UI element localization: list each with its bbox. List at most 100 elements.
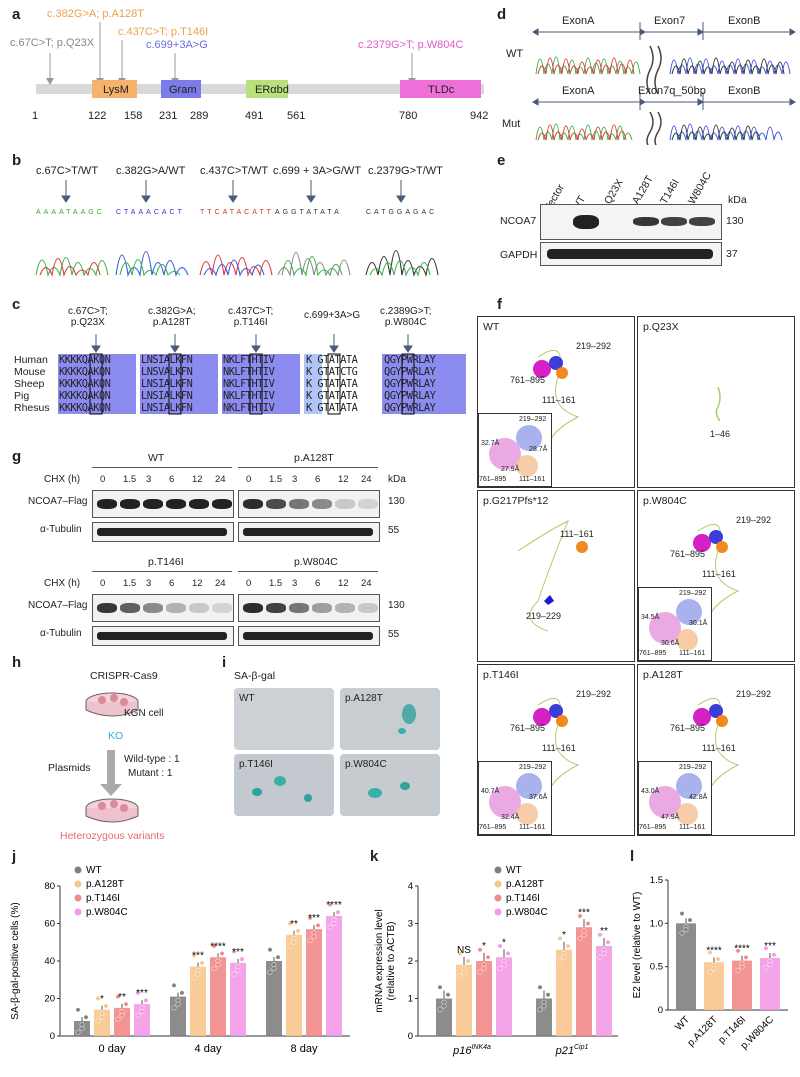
g-time-label: 0: [100, 578, 106, 589]
svg-text:CATGGAGAC: CATGGAGAC: [366, 209, 437, 216]
j-point: [211, 966, 217, 971]
structure-cell-4: p.T146I 219–292 761–895 111–161 219–292 40.7Å…: [477, 664, 635, 836]
k-point: [577, 936, 583, 941]
k-y-tick-label: 0: [408, 1031, 413, 1042]
l-sig: ****: [734, 944, 750, 955]
inset-label: 47.9Å: [661, 814, 680, 821]
domain-map-graphic: [36, 22, 484, 98]
inset-label: 111–161: [679, 824, 706, 831]
j-sig: *: [100, 994, 104, 1005]
structure-region-label: 111–161: [702, 743, 736, 753]
j-legend-swatch: [74, 866, 82, 874]
g-time-label: 3: [292, 474, 298, 485]
l-point: [739, 964, 745, 970]
structure-region-label: 219–292: [736, 689, 772, 699]
panel-h-schematic: CRISPR-Cas9 KGN cell KO Plasmids Wild-ty…: [0, 658, 220, 848]
k-legend-label: p.T146I: [506, 893, 540, 904]
k-bar: [456, 964, 472, 1036]
domain-blob-pink: [533, 360, 551, 378]
blot-band: [289, 499, 309, 509]
j-point: [191, 952, 197, 958]
j-point: [79, 1026, 85, 1031]
g-group-underline: [238, 467, 378, 468]
j-point: [171, 1005, 177, 1011]
blot-band: [358, 603, 378, 613]
j-category-label: 0 day: [99, 1043, 126, 1055]
structure-cell-2: p.G217Pfs*12 111–161 219–229: [477, 490, 635, 662]
structure-title: p.T146I: [483, 669, 519, 681]
structure-region-label: 761–895: [670, 723, 706, 733]
domain-blob-orange: [556, 367, 568, 379]
k-category-label: p16INK4a: [452, 1044, 491, 1057]
j-point: [271, 966, 277, 971]
mutation-label-w804c: c.2379G>T; p.W804C: [358, 39, 464, 51]
pos-1: 1: [32, 110, 39, 122]
alignment-col-3: NKLFTHTIV NKLFTHTIV NKLFTHTIV NKLFTHTIV NKLF…: [223, 354, 275, 414]
blot-band: [97, 499, 117, 509]
inset-label: 761–895: [479, 476, 507, 483]
l-point: [707, 950, 713, 956]
g-time-label: 0: [100, 474, 106, 485]
panel-e-western: Vector WT p.Q23X p.A128T p.T146I p.W804C…: [500, 150, 800, 290]
blot-band: [97, 603, 117, 613]
pos-942: 942: [470, 110, 489, 122]
k-point: [565, 943, 571, 949]
pos-158: 158: [124, 110, 143, 122]
panel-label-a: a: [12, 6, 21, 23]
d-mut-label: Mut: [502, 118, 521, 130]
domain-blob-blue: [549, 356, 563, 370]
j-point: [191, 975, 197, 981]
g-group-underline: [238, 571, 378, 572]
j-y-tick-label: 80: [44, 881, 55, 892]
j-bar: [306, 929, 322, 1036]
g-chx-label: CHX (h): [44, 578, 81, 589]
domain-eralpha: ERαbd: [255, 84, 289, 96]
structure-region-label: 761–895: [510, 375, 546, 385]
inset-label: 30.1Å: [689, 620, 708, 627]
d-mut-exona: ExonA: [562, 85, 595, 97]
panel-label-d: d: [497, 6, 507, 23]
blot-band: [120, 603, 140, 613]
l-point: [683, 927, 689, 933]
inset-label: 761–895: [639, 650, 667, 657]
j-point: [199, 960, 205, 966]
e-row-gapdh: GAPDH: [500, 249, 538, 261]
j-y-tick-label: 20: [44, 994, 55, 1005]
g-time-label: 24: [215, 578, 226, 589]
j-point: [219, 951, 225, 956]
l-point: [767, 962, 773, 967]
l-y-tick-label: 0: [658, 1005, 663, 1016]
g-group-title: p.W804C: [294, 556, 338, 568]
k-point: [597, 932, 603, 938]
j-bar: [286, 934, 302, 1036]
panel-i-sabgal: SA-β-gal WT p.A128T p.T146I p.W804C: [230, 658, 470, 848]
l-point: [743, 954, 749, 960]
l-ylabel: E2 level (relative to WT): [632, 892, 643, 999]
inset-label: 32.4Å: [501, 814, 520, 821]
alignment-col-2: LNSIALKFN LNSVALKFN LNSIALKFN LNSIALKFN LNSI…: [141, 354, 193, 414]
blot-band: [312, 499, 332, 509]
structure-cell-5: p.A128T 219–292 761–895 111–161 219–292 43.0Å…: [637, 664, 795, 836]
panel-label-e: e: [497, 152, 506, 169]
svg-text:AAAATAAGC: AAAATAAGC: [36, 209, 105, 216]
chromatogram-label-5: c.2379G>T/WT: [368, 165, 443, 177]
l-category-label: WT: [673, 1014, 692, 1033]
h-cell: KGN cell: [124, 708, 164, 719]
alignment-col-1: KKKKQAKQN KKKKQAKQN KKKKQAKQN KKKKQAKQN KKKK…: [59, 354, 111, 414]
blot-band: [243, 632, 373, 640]
j-y-tick-label: 0: [50, 1031, 55, 1042]
j-point: [135, 1012, 141, 1018]
structure-region-label: 761–895: [670, 549, 706, 559]
j-legend-label: WT: [86, 865, 102, 876]
k-point: [477, 969, 483, 975]
j-sig: ****: [326, 900, 342, 911]
pos-231: 231: [159, 110, 178, 122]
e-kda-label: kDa: [728, 194, 747, 206]
k-point: [457, 951, 463, 956]
g-group-title: p.A128T: [294, 452, 334, 464]
g-time-label: 6: [315, 578, 321, 589]
structure-render: [693, 523, 740, 642]
j-point: [83, 1014, 89, 1020]
j-category-label: 4 day: [195, 1043, 222, 1055]
